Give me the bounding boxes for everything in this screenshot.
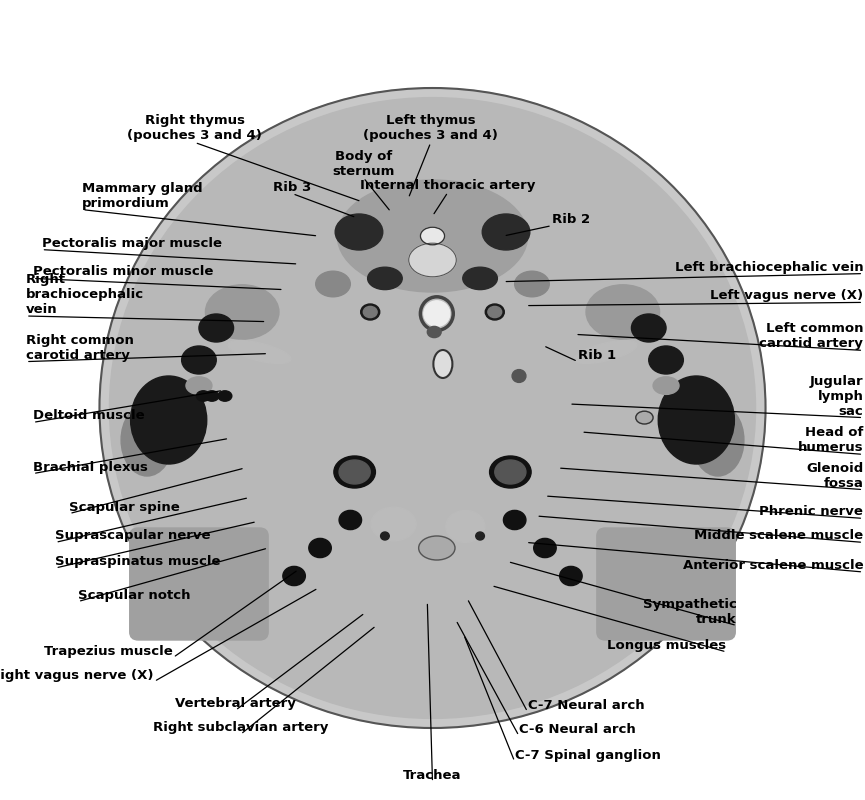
Text: Rib 2: Rib 2 [552,213,590,226]
Text: Left brachiocephalic vein: Left brachiocephalic vein [675,261,863,274]
Text: Pectoralis major muscle: Pectoralis major muscle [42,237,221,250]
Ellipse shape [574,341,637,363]
Ellipse shape [335,214,382,250]
Text: Sympathetic
trunk: Sympathetic trunk [643,598,737,626]
Ellipse shape [206,285,279,339]
Text: Longus muscles: Longus muscles [607,639,727,652]
Circle shape [512,370,526,382]
Ellipse shape [420,227,445,245]
Text: Vertebral artery: Vertebral artery [175,698,296,710]
Text: C-7 Spinal ganglion: C-7 Spinal ganglion [515,749,661,762]
Text: Right
brachiocephalic
vein: Right brachiocephalic vein [26,273,144,316]
Ellipse shape [485,304,504,320]
Ellipse shape [205,391,219,402]
Ellipse shape [339,510,362,530]
FancyBboxPatch shape [597,528,735,640]
Ellipse shape [218,391,232,402]
Text: Deltoid muscle: Deltoid muscle [33,410,144,422]
Ellipse shape [339,460,370,484]
Ellipse shape [427,326,441,338]
Ellipse shape [99,88,766,728]
Ellipse shape [653,377,679,394]
Text: Scapular spine: Scapular spine [69,501,180,514]
Ellipse shape [424,301,450,326]
Ellipse shape [433,350,452,378]
Ellipse shape [182,346,216,374]
Text: Head of
humerus: Head of humerus [798,426,863,454]
Ellipse shape [495,460,526,484]
Text: Glenoid
fossa: Glenoid fossa [806,462,863,490]
Ellipse shape [309,538,331,558]
Ellipse shape [186,377,212,394]
Ellipse shape [636,411,653,424]
Text: Right subclavian artery: Right subclavian artery [153,722,328,734]
Text: Body of
sternum: Body of sternum [332,150,394,178]
Text: Right thymus
(pouches 3 and 4): Right thymus (pouches 3 and 4) [127,114,262,142]
Ellipse shape [446,510,484,542]
Ellipse shape [361,304,380,320]
Ellipse shape [483,214,529,250]
Ellipse shape [363,306,377,318]
Text: Phrenic nerve: Phrenic nerve [759,506,863,518]
Ellipse shape [196,391,210,402]
Text: Anterior scalene muscle: Anterior scalene muscle [682,559,863,572]
FancyBboxPatch shape [130,528,268,640]
Ellipse shape [316,271,350,297]
Ellipse shape [692,404,744,476]
Ellipse shape [283,566,305,586]
Ellipse shape [334,456,375,488]
Text: Pectoralis minor muscle: Pectoralis minor muscle [33,266,214,278]
Ellipse shape [560,566,582,586]
Ellipse shape [488,306,502,318]
Ellipse shape [658,376,734,464]
Text: Trachea: Trachea [403,770,462,782]
Ellipse shape [649,346,683,374]
Text: Scapular notch: Scapular notch [78,589,190,602]
Ellipse shape [420,297,453,330]
Ellipse shape [503,510,526,530]
Text: Right common
carotid artery: Right common carotid artery [26,334,134,362]
Ellipse shape [534,538,556,558]
Ellipse shape [368,267,402,290]
Ellipse shape [490,456,531,488]
Ellipse shape [121,404,173,476]
Text: Rib 3: Rib 3 [273,181,311,194]
Ellipse shape [228,341,291,363]
Text: Trapezius muscle: Trapezius muscle [44,645,173,658]
Text: Supraspinatus muscle: Supraspinatus muscle [55,555,221,568]
Ellipse shape [110,98,755,718]
Ellipse shape [131,376,207,464]
Text: Right vagus nerve (X): Right vagus nerve (X) [0,669,154,682]
Text: Internal thoracic artery: Internal thoracic artery [361,179,535,192]
Ellipse shape [409,243,457,277]
Text: Left thymus
(pouches 3 and 4): Left thymus (pouches 3 and 4) [363,114,498,142]
Text: Left common
carotid artery: Left common carotid artery [759,322,863,350]
Text: Left vagus nerve (X): Left vagus nerve (X) [710,290,863,302]
Text: Middle scalene muscle: Middle scalene muscle [694,530,863,542]
Ellipse shape [586,285,660,339]
Text: Suprascapular nerve: Suprascapular nerve [55,530,211,542]
Ellipse shape [337,180,528,292]
Ellipse shape [419,536,455,560]
Text: Mammary gland
primordium: Mammary gland primordium [82,182,202,210]
Ellipse shape [381,532,389,540]
Text: C-6 Neural arch: C-6 Neural arch [519,723,636,736]
Ellipse shape [631,314,666,342]
Ellipse shape [515,271,549,297]
Ellipse shape [199,314,234,342]
Text: Jugular
lymph
sac: Jugular lymph sac [810,374,863,418]
Ellipse shape [371,507,416,541]
Ellipse shape [476,532,484,540]
Text: Brachial plexus: Brachial plexus [33,461,148,474]
Text: C-7 Neural arch: C-7 Neural arch [528,699,644,712]
Ellipse shape [463,267,497,290]
Text: Rib 1: Rib 1 [578,349,616,362]
